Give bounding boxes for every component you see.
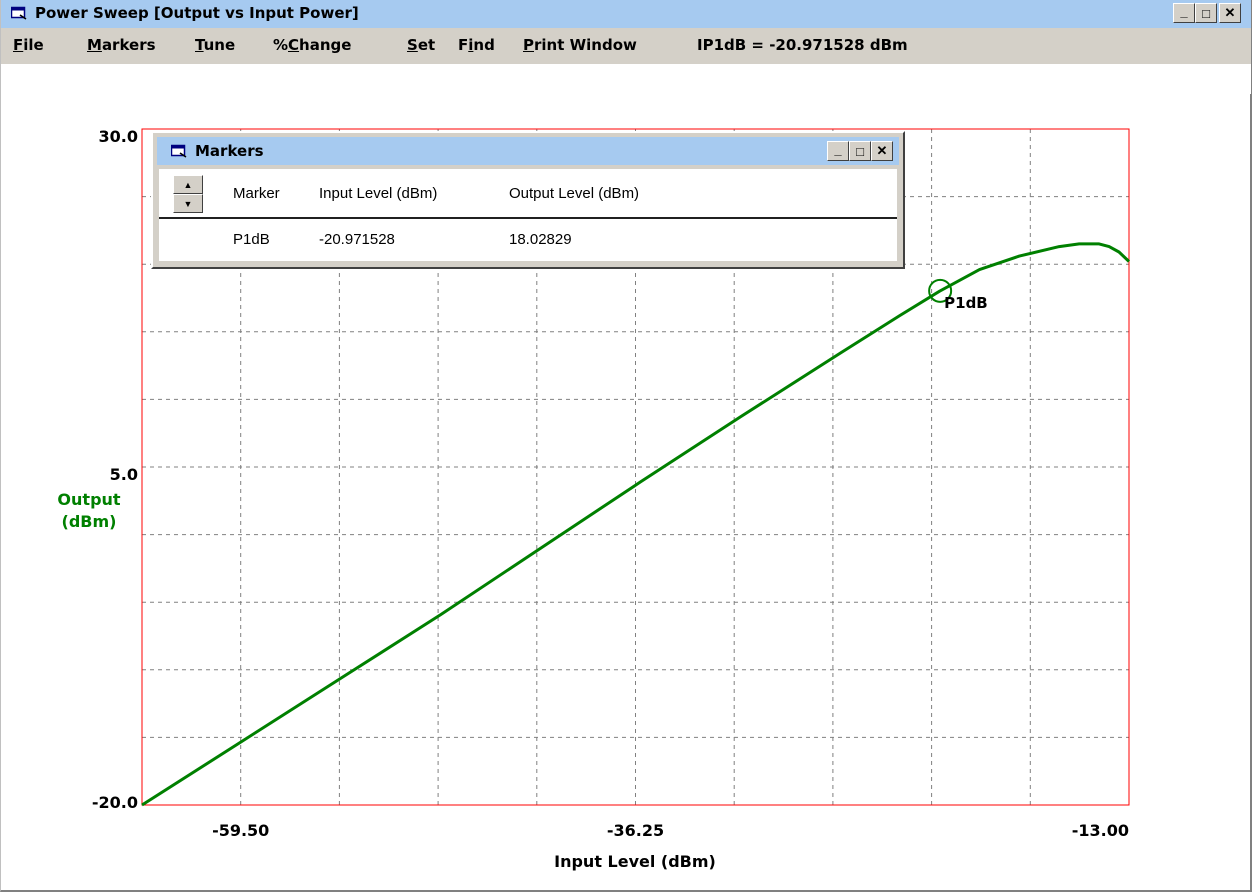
row-output-level: 18.02829	[509, 231, 572, 248]
chart-marker-layer: P1dB	[928, 278, 988, 312]
row-marker-name: P1dB	[233, 231, 270, 248]
markers-table: ▲ ▼ Marker Input Level (dBm) Output Leve…	[159, 169, 897, 261]
markers-maximize-button[interactable]: □	[849, 141, 871, 161]
menu-markers[interactable]: Markers	[87, 36, 156, 54]
minimize-button[interactable]: _	[1173, 3, 1195, 23]
spin-up-button[interactable]: ▲	[173, 175, 203, 194]
x-tick-label: -59.50	[212, 821, 269, 840]
maximize-button[interactable]: □	[1195, 3, 1217, 23]
markers-window-title: Markers	[195, 142, 264, 160]
x-tick-label: -13.00	[1072, 821, 1129, 840]
maximize-icon: □	[856, 143, 864, 159]
y-tick-label: 5.0	[110, 465, 138, 484]
minimize-icon: _	[1180, 3, 1188, 19]
menu-bar: File Markers Tune %Change Set Find Print…	[1, 28, 1251, 94]
caption-buttons: _ □ ✕	[1173, 3, 1241, 23]
title-bar[interactable]: Power Sweep [Output vs Input Power] _ □ …	[1, 0, 1251, 28]
markers-title-bar[interactable]: Markers _ □ ✕	[157, 137, 899, 165]
markers-minimize-button[interactable]: _	[827, 141, 849, 161]
close-icon: ✕	[1224, 5, 1236, 20]
window-title: Power Sweep [Output vs Input Power]	[35, 4, 359, 22]
arrow-down-icon: ▼	[183, 198, 193, 209]
menu-file[interactable]: File	[13, 36, 44, 54]
markers-table-header: ▲ ▼ Marker Input Level (dBm) Output Leve…	[159, 169, 897, 219]
maximize-icon: □	[1202, 5, 1210, 21]
markers-window: Markers _ □ ✕ ▲ ▼ Marker Input Level (dB…	[151, 131, 905, 269]
chart-tick-layer: -59.50 -36.25 -13.00 30.0 5.0 -20.0	[92, 127, 1129, 840]
y-tick-label: 30.0	[99, 127, 138, 146]
column-header-input-level: Input Level (dBm)	[319, 185, 438, 202]
series-line-0	[141, 242, 1131, 807]
markers-window-icon	[171, 144, 187, 158]
minimize-icon: _	[834, 141, 842, 157]
marker-spinner[interactable]: ▲ ▼	[173, 175, 203, 213]
menu-find[interactable]: Find	[458, 36, 495, 54]
y-tick-label: -20.0	[92, 793, 138, 812]
x-axis-label: Input Level (dBm)	[554, 852, 716, 871]
menu-bar-strip	[1, 28, 1251, 64]
close-button[interactable]: ✕	[1219, 3, 1241, 23]
column-header-marker: Marker	[233, 185, 280, 202]
markers-close-button[interactable]: ✕	[871, 141, 893, 161]
menu-change[interactable]: %Change	[273, 36, 352, 54]
chart-series-layer	[141, 242, 1131, 807]
x-tick-label: -36.25	[607, 821, 664, 840]
menu-tune[interactable]: Tune	[195, 36, 236, 54]
menu-print-window[interactable]: Print Window	[523, 36, 637, 54]
ip1db-readout: IP1dB = -20.971528 dBm	[697, 36, 908, 54]
close-icon: ✕	[876, 143, 888, 158]
p1db-marker-circle	[928, 278, 953, 303]
arrow-up-icon: ▲	[183, 179, 193, 190]
window-app-icon	[11, 6, 27, 20]
column-header-output-level: Output Level (dBm)	[509, 185, 640, 202]
plot-frame	[141, 128, 1130, 806]
spin-down-button[interactable]: ▼	[173, 194, 203, 213]
markers-caption-buttons: _ □ ✕	[827, 141, 893, 161]
y-axis-label: Output (dBm)	[57, 490, 120, 531]
p1db-marker-label: P1dB	[944, 294, 988, 312]
row-input-level: -20.971528	[319, 231, 395, 248]
menu-set[interactable]: Set	[407, 36, 436, 54]
